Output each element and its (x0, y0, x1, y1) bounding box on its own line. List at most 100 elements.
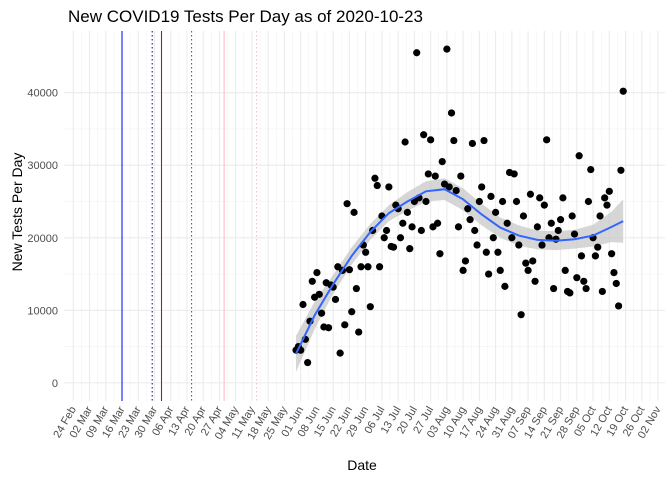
data-point (614, 302, 623, 310)
data-point (591, 252, 599, 260)
data-point (422, 197, 430, 206)
data-point (538, 241, 546, 249)
data-point (587, 165, 595, 174)
data-point (454, 223, 463, 231)
data-point (594, 243, 602, 251)
data-point (608, 250, 616, 258)
y-tick-label: 20000 (27, 233, 58, 245)
data-point (543, 136, 551, 144)
data-point (413, 49, 421, 57)
data-point (385, 183, 393, 191)
data-point (550, 284, 558, 293)
data-point (570, 230, 579, 238)
data-point (515, 241, 523, 249)
data-point (582, 284, 590, 293)
data-point (315, 290, 323, 298)
data-point (522, 259, 530, 267)
data-point (540, 201, 548, 209)
smooth-trend-line (295, 188, 624, 355)
data-point (375, 263, 384, 271)
data-point (443, 45, 451, 53)
data-point (348, 308, 356, 316)
y-tick-label: 30000 (27, 160, 58, 172)
data-point (519, 212, 528, 220)
data-point (568, 212, 576, 220)
data-point (371, 174, 379, 182)
data-point (408, 223, 416, 231)
data-point (471, 226, 479, 235)
data-point (473, 241, 481, 249)
data-point (308, 277, 316, 285)
data-point (436, 250, 444, 258)
data-point (350, 208, 358, 216)
data-point (366, 303, 374, 311)
data-point (601, 194, 609, 202)
data-point (406, 245, 414, 253)
data-point (482, 248, 490, 256)
data-point (345, 266, 354, 274)
data-point (554, 226, 562, 235)
y-tick-label: 0 (52, 378, 58, 390)
data-point (364, 263, 372, 271)
data-point (561, 266, 569, 275)
data-point (382, 226, 391, 235)
data-point (399, 219, 407, 227)
data-point (485, 270, 493, 278)
data-point (357, 263, 365, 271)
data-point (508, 234, 516, 242)
data-point (547, 219, 555, 227)
data-point (403, 208, 412, 216)
major-gridlines (64, 31, 665, 401)
data-point (512, 197, 521, 206)
data-point (487, 192, 495, 201)
data-points (292, 45, 627, 367)
data-point (362, 248, 370, 256)
data-point (503, 219, 511, 227)
data-point (603, 201, 611, 209)
data-point (489, 234, 497, 242)
data-point (468, 139, 477, 148)
data-point (559, 194, 567, 202)
data-point (577, 252, 586, 260)
data-point (341, 321, 349, 329)
data-point (466, 216, 474, 224)
data-point (457, 172, 465, 180)
smooth-confidence-band (296, 178, 624, 372)
data-point (401, 138, 409, 146)
y-axis-ticks: 0 10000 20000 30000 40000 (27, 88, 58, 390)
data-point (431, 172, 439, 180)
data-point (610, 268, 618, 277)
data-point (496, 266, 504, 275)
data-point (420, 131, 428, 139)
data-point (373, 181, 381, 190)
data-point (552, 235, 560, 243)
event-vertical-lines (121, 31, 258, 401)
data-point (450, 136, 458, 145)
data-point (464, 205, 472, 213)
data-point (461, 257, 470, 265)
data-point (331, 295, 340, 304)
data-point (336, 349, 344, 357)
data-point (459, 266, 467, 275)
data-point (389, 243, 398, 251)
data-point (317, 309, 326, 317)
data-point (580, 277, 588, 285)
data-point (605, 187, 613, 195)
data-point (324, 324, 333, 332)
y-tick-label: 10000 (27, 305, 58, 317)
data-point (598, 287, 606, 296)
data-point (619, 87, 627, 95)
data-point (529, 257, 537, 265)
data-point (478, 183, 486, 191)
data-point (475, 197, 483, 206)
data-point (313, 268, 321, 277)
data-point (492, 208, 500, 216)
data-point (584, 197, 593, 206)
y-tick-label: 40000 (27, 88, 58, 100)
data-point (352, 284, 360, 293)
data-point (510, 170, 518, 178)
data-point (417, 226, 425, 235)
x-axis-title: Date (347, 457, 377, 473)
